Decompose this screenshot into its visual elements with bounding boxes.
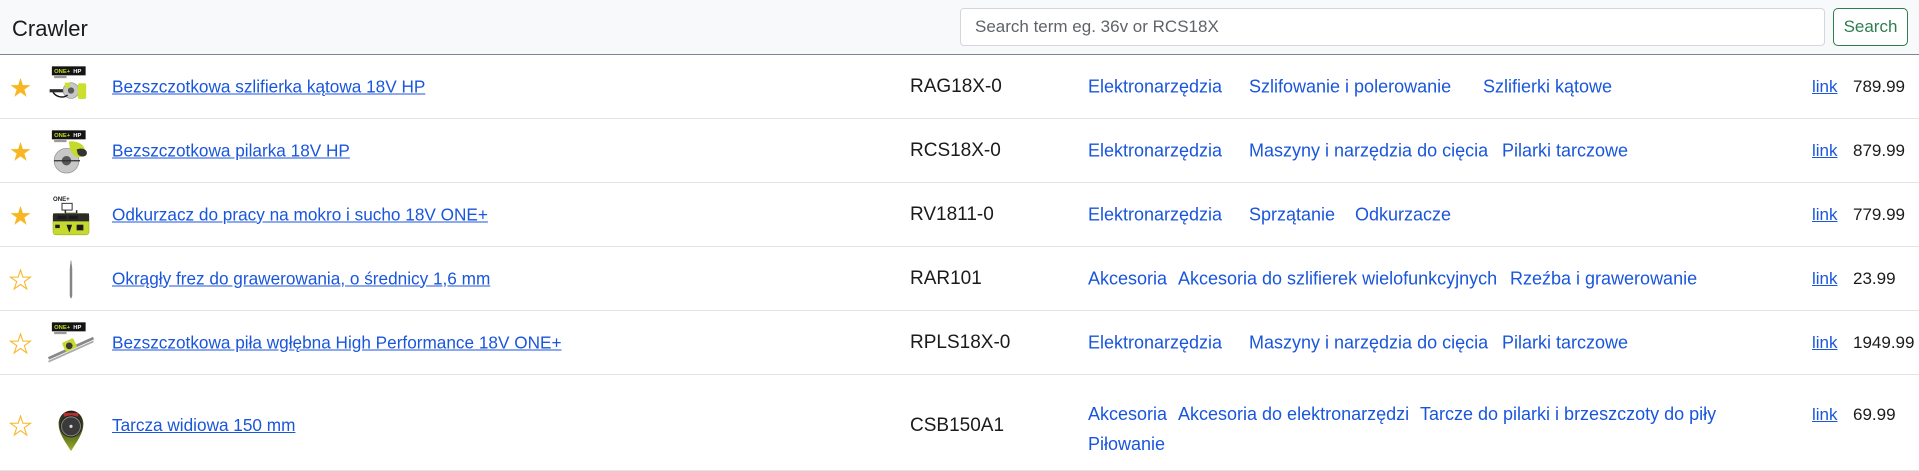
- svg-text:ONE+: ONE+: [54, 69, 71, 75]
- svg-text:HP: HP: [73, 133, 81, 139]
- svg-text:ONE+: ONE+: [54, 133, 71, 139]
- svg-text:ONE+: ONE+: [53, 197, 70, 203]
- svg-text:HP: HP: [73, 69, 81, 75]
- svg-text:ONE+: ONE+: [54, 325, 71, 331]
- svg-text:HP: HP: [73, 325, 81, 331]
